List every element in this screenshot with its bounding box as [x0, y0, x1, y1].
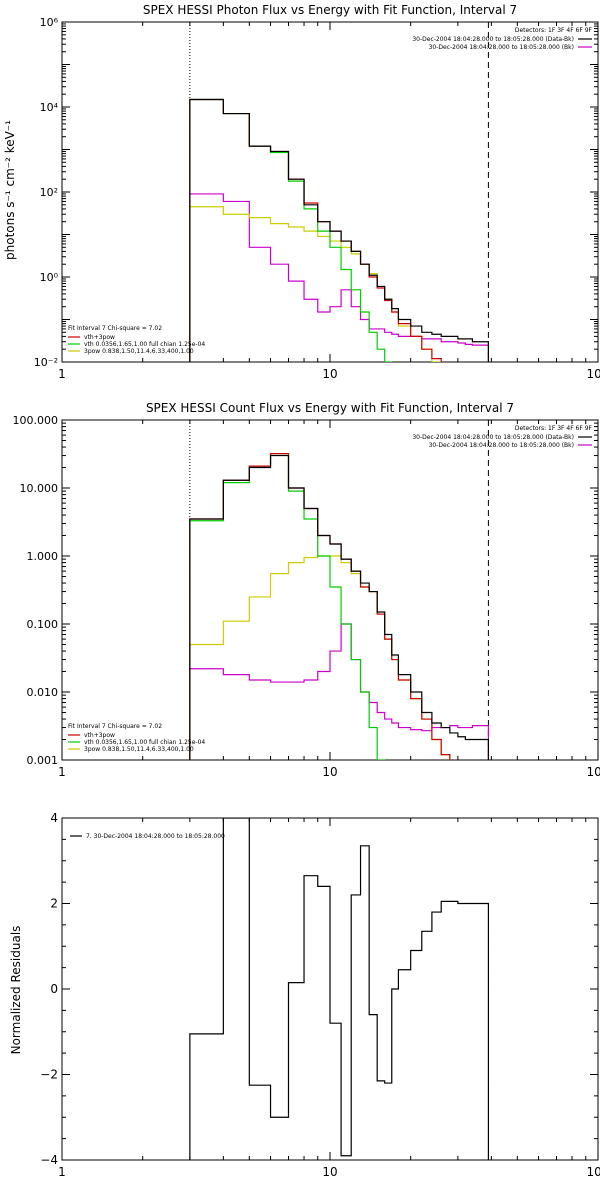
y-tick-label: 0.001 — [27, 754, 59, 767]
series-bk — [189, 623, 490, 760]
legend-header: Detectors: 1F 3F 4F 6F 9F — [515, 425, 593, 432]
series-data-bk — [189, 454, 490, 760]
photon-flux-x-axis: 1 10 100 — [58, 22, 600, 381]
x-tick-label: 1 — [58, 367, 66, 381]
count-flux-x-axis: 1 10 100 — [58, 420, 600, 779]
y-tick-label: 0.010 — [27, 686, 59, 699]
y-tick-label: 10.000 — [20, 482, 59, 495]
y-tick-label: 10² — [40, 186, 58, 199]
y-tick-label: 2 — [50, 897, 58, 911]
legend-header: Detectors: 1F 3F 4F 6F 9F — [515, 27, 593, 34]
count-flux-plot: 1 10 100 0.001 0.010 0.100 1.000 10.000 100.000 D… — [13, 414, 600, 779]
residuals-x-axis: 1 10 100 — [58, 818, 600, 1179]
y-tick-label: −2 — [40, 1068, 58, 1082]
legend-entry-label: vth 0.0356,1.65,1.00 full chian 1.25e-04 — [84, 341, 205, 348]
y-tick-label: 10⁻² — [34, 356, 58, 369]
x-tick-label: 1 — [58, 765, 66, 779]
series-3pow — [189, 555, 451, 760]
x-tick-label: 100 — [587, 1165, 600, 1179]
x-tick-label: 10 — [322, 1165, 337, 1179]
legend-entry-label: 30-Dec-2004 18:04:28.000 to 18:05:28.000… — [412, 36, 574, 43]
x-tick-label: 1 — [58, 1165, 66, 1179]
residuals-series — [189, 818, 490, 1160]
photon-flux-legend-top: Detectors: 1F 3F 4F 6F 9F 30-Dec-2004 18:… — [412, 27, 592, 51]
photon-flux-y-axis: 10⁻² 10⁰ 10² 10⁴ 10⁶ — [34, 16, 598, 369]
photon-flux-legend-bottom: Fit Interval 7 Chi-square = 7.02 vth+3pow… — [68, 325, 205, 355]
photon-flux-title: SPEX HESSI Photon Flux vs Energy with Fi… — [143, 3, 517, 17]
legend-entry-label: 3pow 0.838,1.50,11.4,6.33,400,1.00 — [84, 348, 194, 355]
series-vth — [189, 453, 386, 760]
series-3pow — [189, 206, 442, 362]
y-tick-label: 10⁶ — [40, 16, 59, 29]
legend-entry-label: 30-Dec-2004 18:04:28.000 to 18:05:28.000… — [412, 434, 574, 441]
series-vth-3pow — [189, 453, 451, 760]
photon-flux-panel: SPEX HESSI Photon Flux vs Energy with Fi… — [3, 3, 517, 260]
x-tick-label: 100 — [587, 765, 600, 779]
count-flux-legend-top: Detectors: 1F 3F 4F 6F 9F 30-Dec-2004 18:… — [412, 425, 592, 449]
legend-entry-label: 3pow 0.838,1.50,11.4,6.33,400,1.00 — [84, 746, 194, 753]
residuals-panel: Normalized Residuals — [9, 926, 23, 1055]
series-7-30-dec-2004-18-04-28-000-to-18-05-28-000 — [189, 818, 490, 1160]
y-tick-label: 4 — [50, 811, 58, 825]
count-flux-title: SPEX HESSI Count Flux vs Energy with Fit… — [146, 401, 514, 415]
residuals-plot: 1 10 100 −4 −2 0 2 4 7. 30-Dec-2004 18:04:28.000… — [40, 811, 600, 1179]
series-bk — [189, 193, 490, 362]
legend-entry-label: vth+3pow — [84, 732, 115, 739]
legend-entry-label: vth 0.0356,1.65,1.00 full chian 1.25e-04 — [84, 739, 205, 746]
residuals-ylabel: Normalized Residuals — [9, 926, 23, 1055]
x-tick-label: 10 — [322, 367, 337, 381]
y-tick-label: 0 — [50, 982, 58, 996]
count-flux-legend-bottom: Fit Interval 7 Chi-square = 7.02 vth+3pow… — [68, 723, 205, 753]
residuals-legend: 7. 30-Dec-2004 18:04:28.000 to 18:05:28.… — [70, 833, 225, 840]
photon-flux-ylabel: photons s⁻¹ cm⁻² keV⁻¹ — [3, 120, 17, 260]
y-tick-label: 10⁴ — [40, 101, 59, 114]
y-tick-label: 0.100 — [27, 618, 59, 631]
y-tick-label: 1.000 — [27, 550, 59, 563]
y-tick-label: 100.000 — [13, 414, 59, 427]
legend-entry-label: 30-Dec-2004 18:04:28.000 to 18:05:28.000… — [429, 44, 574, 51]
legend-header: Fit Interval 7 Chi-square = 7.02 — [68, 723, 162, 730]
legend-entry-label: 7. 30-Dec-2004 18:04:28.000 to 18:05:28.… — [86, 833, 225, 840]
count-flux-y-axis: 0.001 0.010 0.100 1.000 10.000 100.000 — [13, 414, 598, 767]
x-tick-label: 100 — [587, 367, 600, 381]
x-tick-label: 10 — [322, 765, 337, 779]
legend-header: Fit Interval 7 Chi-square = 7.02 — [68, 325, 162, 332]
count-flux-frame — [61, 419, 599, 761]
y-tick-label: −4 — [40, 1153, 58, 1167]
legend-entry-label: vth+3pow — [84, 334, 115, 341]
photon-flux-series — [189, 98, 490, 362]
photon-flux-plot: 1 10 100 10⁻² 10⁰ 10² 10⁴ 10⁶ Detectors: 1F 3F 4… — [34, 16, 600, 381]
legend-entry-label: 30-Dec-2004 18:04:28.000 to 18:05:28.000… — [429, 442, 574, 449]
count-flux-series — [189, 453, 490, 760]
count-flux-panel: SPEX HESSI Count Flux vs Energy with Fit… — [146, 401, 514, 415]
y-tick-label: 10⁰ — [40, 271, 59, 284]
residuals-y-axis: −4 −2 0 2 4 — [40, 811, 598, 1167]
series-data-bk — [189, 98, 490, 362]
